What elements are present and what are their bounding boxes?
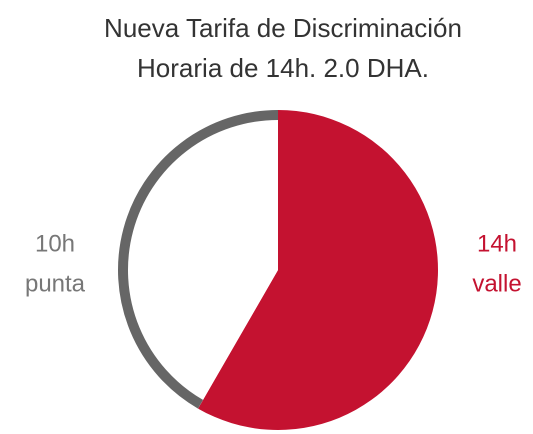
pie-slice bbox=[198, 110, 439, 431]
category-label: punta bbox=[25, 270, 86, 297]
value-label: 10h bbox=[35, 230, 75, 257]
pie-slice bbox=[118, 110, 278, 409]
pie-slice-outline bbox=[118, 110, 279, 409]
chart-title: Horaria de 14h. 2.0 DHA. bbox=[137, 53, 429, 83]
value-label: 14h bbox=[477, 230, 517, 257]
chart-title: Nueva Tarifa de Discriminación bbox=[104, 13, 462, 43]
category-label: valle bbox=[472, 270, 521, 297]
